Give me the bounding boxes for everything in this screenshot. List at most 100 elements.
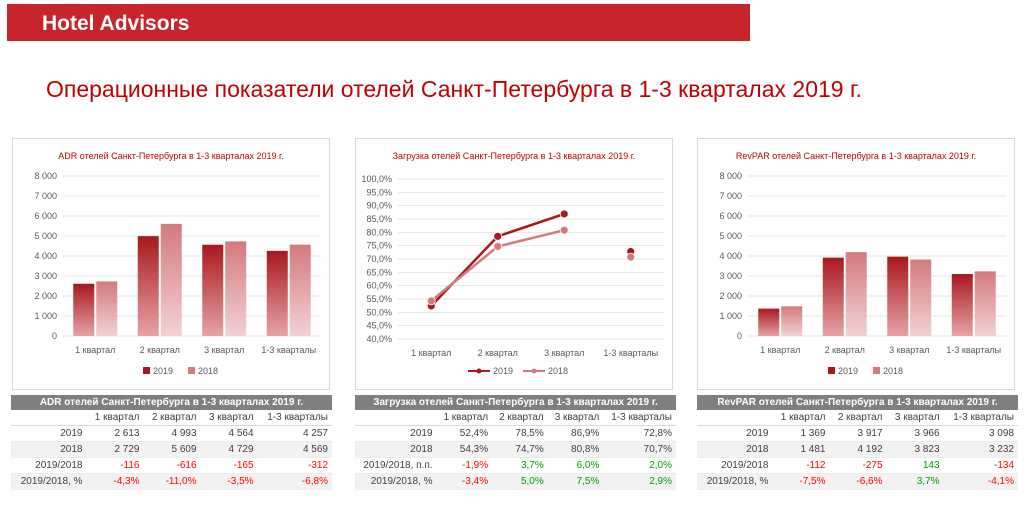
legend-swatch-2018 [873, 367, 880, 374]
table-cell: 4 257 [257, 425, 332, 442]
table-row: 2018 2 729 5 609 4 729 4 569 [11, 441, 332, 458]
series-line-2019 [430, 212, 565, 307]
table-title: Загрузка отелей Санкт-Петербурга в 1-3 к… [355, 395, 676, 410]
y-tick-label: 40,0% [366, 334, 392, 344]
y-tick-label: 85,0% [366, 214, 392, 224]
table-cell: 74,7% [492, 441, 548, 458]
y-tick-label: 70,0% [366, 254, 392, 264]
x-tick-label: 1 квартал [760, 345, 800, 355]
y-tick-label: 0 [52, 331, 57, 341]
table-cell: 3 232 [943, 441, 1018, 458]
x-tick-label: 2 квартал [478, 348, 518, 358]
legend-swatch-2019 [143, 367, 150, 374]
bar-2018 [974, 271, 996, 336]
table-cell: -165 [200, 457, 258, 474]
table-row: 2018 1 481 4 192 3 823 3 232 [697, 441, 1018, 458]
table-cell: 3 823 [886, 441, 944, 458]
bar-2018 [96, 281, 118, 336]
column-header: 2 квартал [143, 410, 201, 426]
legend-label: 2018 [883, 366, 903, 376]
table-cell: -11,0% [143, 473, 201, 490]
table-cell: 5 609 [143, 441, 201, 458]
brand-logo-text: Hotel Advisors [42, 12, 190, 35]
table-cell: -6,6% [829, 473, 887, 490]
column-header: 1 квартал [436, 410, 493, 426]
column-header: 1-3 кварталы [603, 410, 676, 426]
column-header: 3 квартал [547, 410, 604, 426]
x-tick-label: 1-3 кварталы [946, 345, 1001, 355]
table-cell: 72,8% [603, 425, 676, 442]
table-row: 2019/2018, % -7,5% -6,6% 3,7% -4,1% [697, 473, 1018, 490]
table-cell: 143 [886, 457, 944, 474]
x-tick-label: 1-3 кварталы [603, 348, 658, 358]
column-header: 3 квартал [886, 410, 944, 426]
revpar-chart-svg: RevPAR отелей Санкт-Петербурга в 1-3 ква… [719, 151, 1006, 376]
row-label: 2018 [11, 441, 87, 458]
bar-2019 [137, 236, 159, 336]
y-tick-label: 4 000 [719, 251, 742, 261]
y-tick-label: 2 000 [34, 291, 57, 301]
table-cell: -4,3% [86, 473, 144, 490]
table-row: 2019/2018, % -4,3% -11,0% -3,5% -6,8% [11, 473, 332, 490]
table-cell: 54,3% [436, 441, 493, 458]
y-tick-label: 55,0% [366, 294, 392, 304]
legend-marker-2019 [476, 368, 482, 374]
table-row: 2019/2018, п.п. -1,9% 3,7% 6,0% 2,0% [355, 457, 676, 474]
y-tick-label: 1 000 [34, 311, 57, 321]
table-row: 2019/2018 -116 -616 -165 -312 [11, 457, 332, 474]
row-label: 2019 [11, 425, 87, 442]
table-cell: 7,5% [547, 473, 604, 490]
row-label: 2019/2018, п.п. [355, 457, 437, 474]
y-tick-label: 45,0% [366, 321, 392, 331]
row-label: 2019/2018, % [355, 473, 437, 490]
table-cell: 4 192 [829, 441, 887, 458]
bar-2019 [822, 257, 844, 336]
data-point-2018 [493, 242, 503, 251]
adr-chart: ADR отелей Санкт-Петербурга в 1-3 кварта… [12, 138, 330, 390]
occupancy-chart: Загрузка отелей Санкт-Петербурга в 1-3 к… [355, 138, 673, 390]
y-tick-label: 2 000 [719, 291, 742, 301]
adr-table: ADR отелей Санкт-Петербурга в 1-3 кварта… [11, 395, 332, 490]
table-cell: -4,1% [943, 473, 1018, 490]
table-cell: 5,0% [492, 473, 548, 490]
y-tick-label: 3 000 [719, 271, 742, 281]
row-label: 2019 [697, 425, 773, 442]
row-label: 2019/2018, % [11, 473, 87, 490]
bar-2018 [910, 259, 932, 336]
y-tick-label: 7 000 [719, 191, 742, 201]
x-tick-label: 1 квартал [75, 345, 115, 355]
row-label: 2019/2018, % [697, 473, 773, 490]
y-tick-label: 4 000 [34, 251, 57, 261]
bar-2019 [266, 250, 288, 336]
y-tick-label: 90,0% [366, 201, 392, 211]
x-tick-label: 1 квартал [411, 348, 451, 358]
legend-label: 2019 [153, 366, 173, 376]
y-tick-label: 5 000 [719, 231, 742, 241]
revpar-chart: RevPAR отелей Санкт-Петербурга в 1-3 ква… [697, 138, 1015, 390]
chart-title: ADR отелей Санкт-Петербурга в 1-3 кварта… [58, 151, 283, 161]
table-cell: 3,7% [886, 473, 944, 490]
table-row: 2019 52,4% 78,5% 86,9% 72,8% [355, 425, 676, 442]
table-cell: 52,4% [436, 425, 493, 442]
table-cell: -275 [829, 457, 887, 474]
revpar-table: RevPAR отелей Санкт-Петербурга в 1-3 ква… [697, 395, 1018, 490]
x-tick-label: 3 квартал [544, 348, 584, 358]
table-cell: 3 917 [829, 425, 887, 442]
table-cell: 86,9% [547, 425, 604, 442]
x-tick-label: 1-3 кварталы [261, 345, 316, 355]
bar-2018 [160, 223, 182, 336]
x-tick-label: 3 квартал [889, 345, 929, 355]
y-tick-label: 75,0% [366, 241, 392, 251]
legend-swatch-2019 [828, 367, 835, 374]
y-tick-label: 7 000 [34, 191, 57, 201]
table-cell: -312 [257, 457, 332, 474]
series-line-2018 [430, 228, 565, 302]
legend-swatch-2018 [188, 367, 195, 374]
table-corner [11, 410, 87, 426]
bar-2019 [202, 244, 224, 336]
table-row: 2019 2 613 4 993 4 564 4 257 [11, 425, 332, 442]
occupancy-chart-svg: Загрузка отелей Санкт-Петербурга в 1-3 к… [361, 151, 664, 376]
table-row: 2019/2018, % -3,4% 5,0% 7,5% 2,9% [355, 473, 676, 490]
table-cell: 4 569 [257, 441, 332, 458]
table-cell: -1,9% [436, 457, 493, 474]
